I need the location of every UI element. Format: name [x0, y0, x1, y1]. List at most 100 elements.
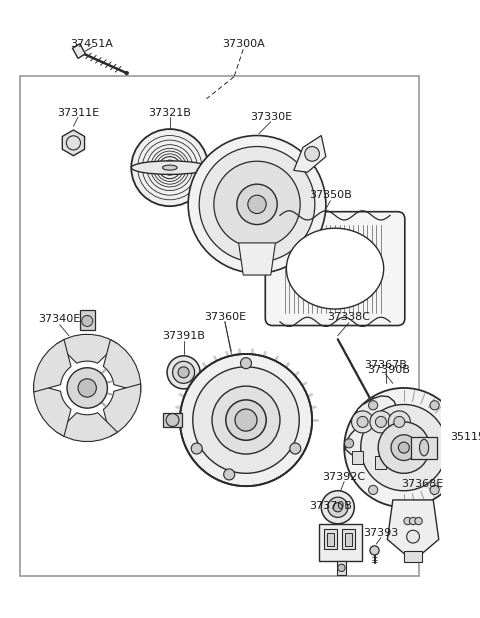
Text: 37340E: 37340E — [38, 314, 81, 324]
Circle shape — [398, 442, 409, 453]
Text: 37391B: 37391B — [162, 331, 205, 341]
Circle shape — [67, 368, 108, 408]
Circle shape — [131, 129, 208, 206]
Text: 37368E: 37368E — [401, 480, 444, 489]
Circle shape — [361, 404, 447, 491]
Text: 37367B: 37367B — [364, 360, 407, 370]
Circle shape — [240, 358, 252, 369]
Circle shape — [290, 443, 301, 454]
Bar — [327, 533, 334, 546]
Bar — [337, 561, 346, 575]
Text: 37360E: 37360E — [204, 312, 246, 322]
Bar — [345, 533, 352, 546]
Bar — [342, 529, 355, 549]
Polygon shape — [57, 413, 118, 441]
Circle shape — [333, 502, 342, 512]
Text: 37300A: 37300A — [222, 39, 264, 49]
Ellipse shape — [287, 228, 384, 309]
Circle shape — [191, 443, 202, 454]
Circle shape — [212, 386, 280, 454]
Ellipse shape — [420, 439, 429, 456]
Bar — [375, 456, 386, 468]
Text: 35115: 35115 — [451, 431, 480, 442]
Circle shape — [78, 379, 96, 397]
Circle shape — [178, 367, 189, 378]
Polygon shape — [319, 524, 361, 561]
Circle shape — [305, 146, 319, 161]
Circle shape — [166, 164, 173, 171]
Circle shape — [338, 564, 345, 572]
Circle shape — [430, 485, 439, 494]
Polygon shape — [294, 135, 326, 172]
Polygon shape — [34, 339, 71, 392]
Ellipse shape — [162, 165, 177, 170]
Polygon shape — [445, 447, 473, 464]
Circle shape — [345, 439, 354, 448]
Bar — [404, 551, 422, 562]
Circle shape — [409, 517, 417, 525]
Circle shape — [188, 135, 326, 273]
Circle shape — [328, 497, 348, 517]
Bar — [411, 436, 437, 459]
Text: 37330E: 37330E — [250, 112, 292, 122]
Circle shape — [454, 451, 465, 462]
Circle shape — [344, 388, 464, 507]
FancyBboxPatch shape — [265, 212, 405, 326]
Circle shape — [391, 434, 417, 460]
Circle shape — [162, 160, 177, 175]
Circle shape — [375, 417, 386, 428]
Circle shape — [369, 400, 378, 410]
Circle shape — [214, 161, 300, 247]
Circle shape — [193, 367, 299, 473]
Circle shape — [430, 400, 439, 410]
Polygon shape — [239, 243, 276, 275]
Polygon shape — [62, 130, 84, 156]
Circle shape — [388, 411, 410, 433]
Polygon shape — [103, 384, 141, 436]
Text: 37393: 37393 — [363, 528, 398, 538]
Bar — [398, 451, 409, 464]
Polygon shape — [72, 44, 85, 59]
Circle shape — [235, 409, 257, 431]
Bar — [324, 529, 337, 549]
Circle shape — [224, 469, 235, 480]
Text: 37350B: 37350B — [309, 190, 352, 200]
Text: 37392C: 37392C — [323, 472, 366, 482]
Polygon shape — [103, 339, 141, 392]
Circle shape — [456, 474, 461, 480]
Text: 37321B: 37321B — [148, 108, 191, 117]
Ellipse shape — [131, 161, 208, 174]
Polygon shape — [34, 384, 71, 436]
Circle shape — [378, 422, 430, 473]
Circle shape — [370, 411, 392, 433]
Text: 37311E: 37311E — [57, 108, 99, 117]
Circle shape — [369, 485, 378, 494]
Circle shape — [248, 195, 266, 214]
Circle shape — [199, 146, 315, 262]
Circle shape — [166, 413, 179, 426]
Polygon shape — [346, 396, 420, 455]
Circle shape — [173, 362, 194, 383]
Text: 37390B: 37390B — [367, 365, 410, 375]
Circle shape — [167, 356, 200, 389]
Circle shape — [321, 491, 354, 524]
Polygon shape — [387, 500, 439, 555]
Circle shape — [367, 397, 376, 406]
Circle shape — [82, 315, 93, 326]
Circle shape — [357, 417, 368, 428]
Circle shape — [407, 530, 420, 543]
Text: 37370B: 37370B — [309, 501, 352, 511]
Circle shape — [180, 354, 312, 486]
Circle shape — [125, 71, 129, 75]
Text: 37338C: 37338C — [327, 312, 370, 322]
Circle shape — [415, 517, 422, 525]
Circle shape — [394, 417, 405, 428]
Circle shape — [351, 411, 373, 433]
Circle shape — [408, 439, 418, 448]
Circle shape — [237, 184, 277, 224]
FancyBboxPatch shape — [20, 76, 420, 576]
Bar — [163, 413, 182, 428]
Circle shape — [370, 546, 379, 555]
Circle shape — [404, 517, 411, 525]
Text: 37451A: 37451A — [71, 39, 113, 49]
